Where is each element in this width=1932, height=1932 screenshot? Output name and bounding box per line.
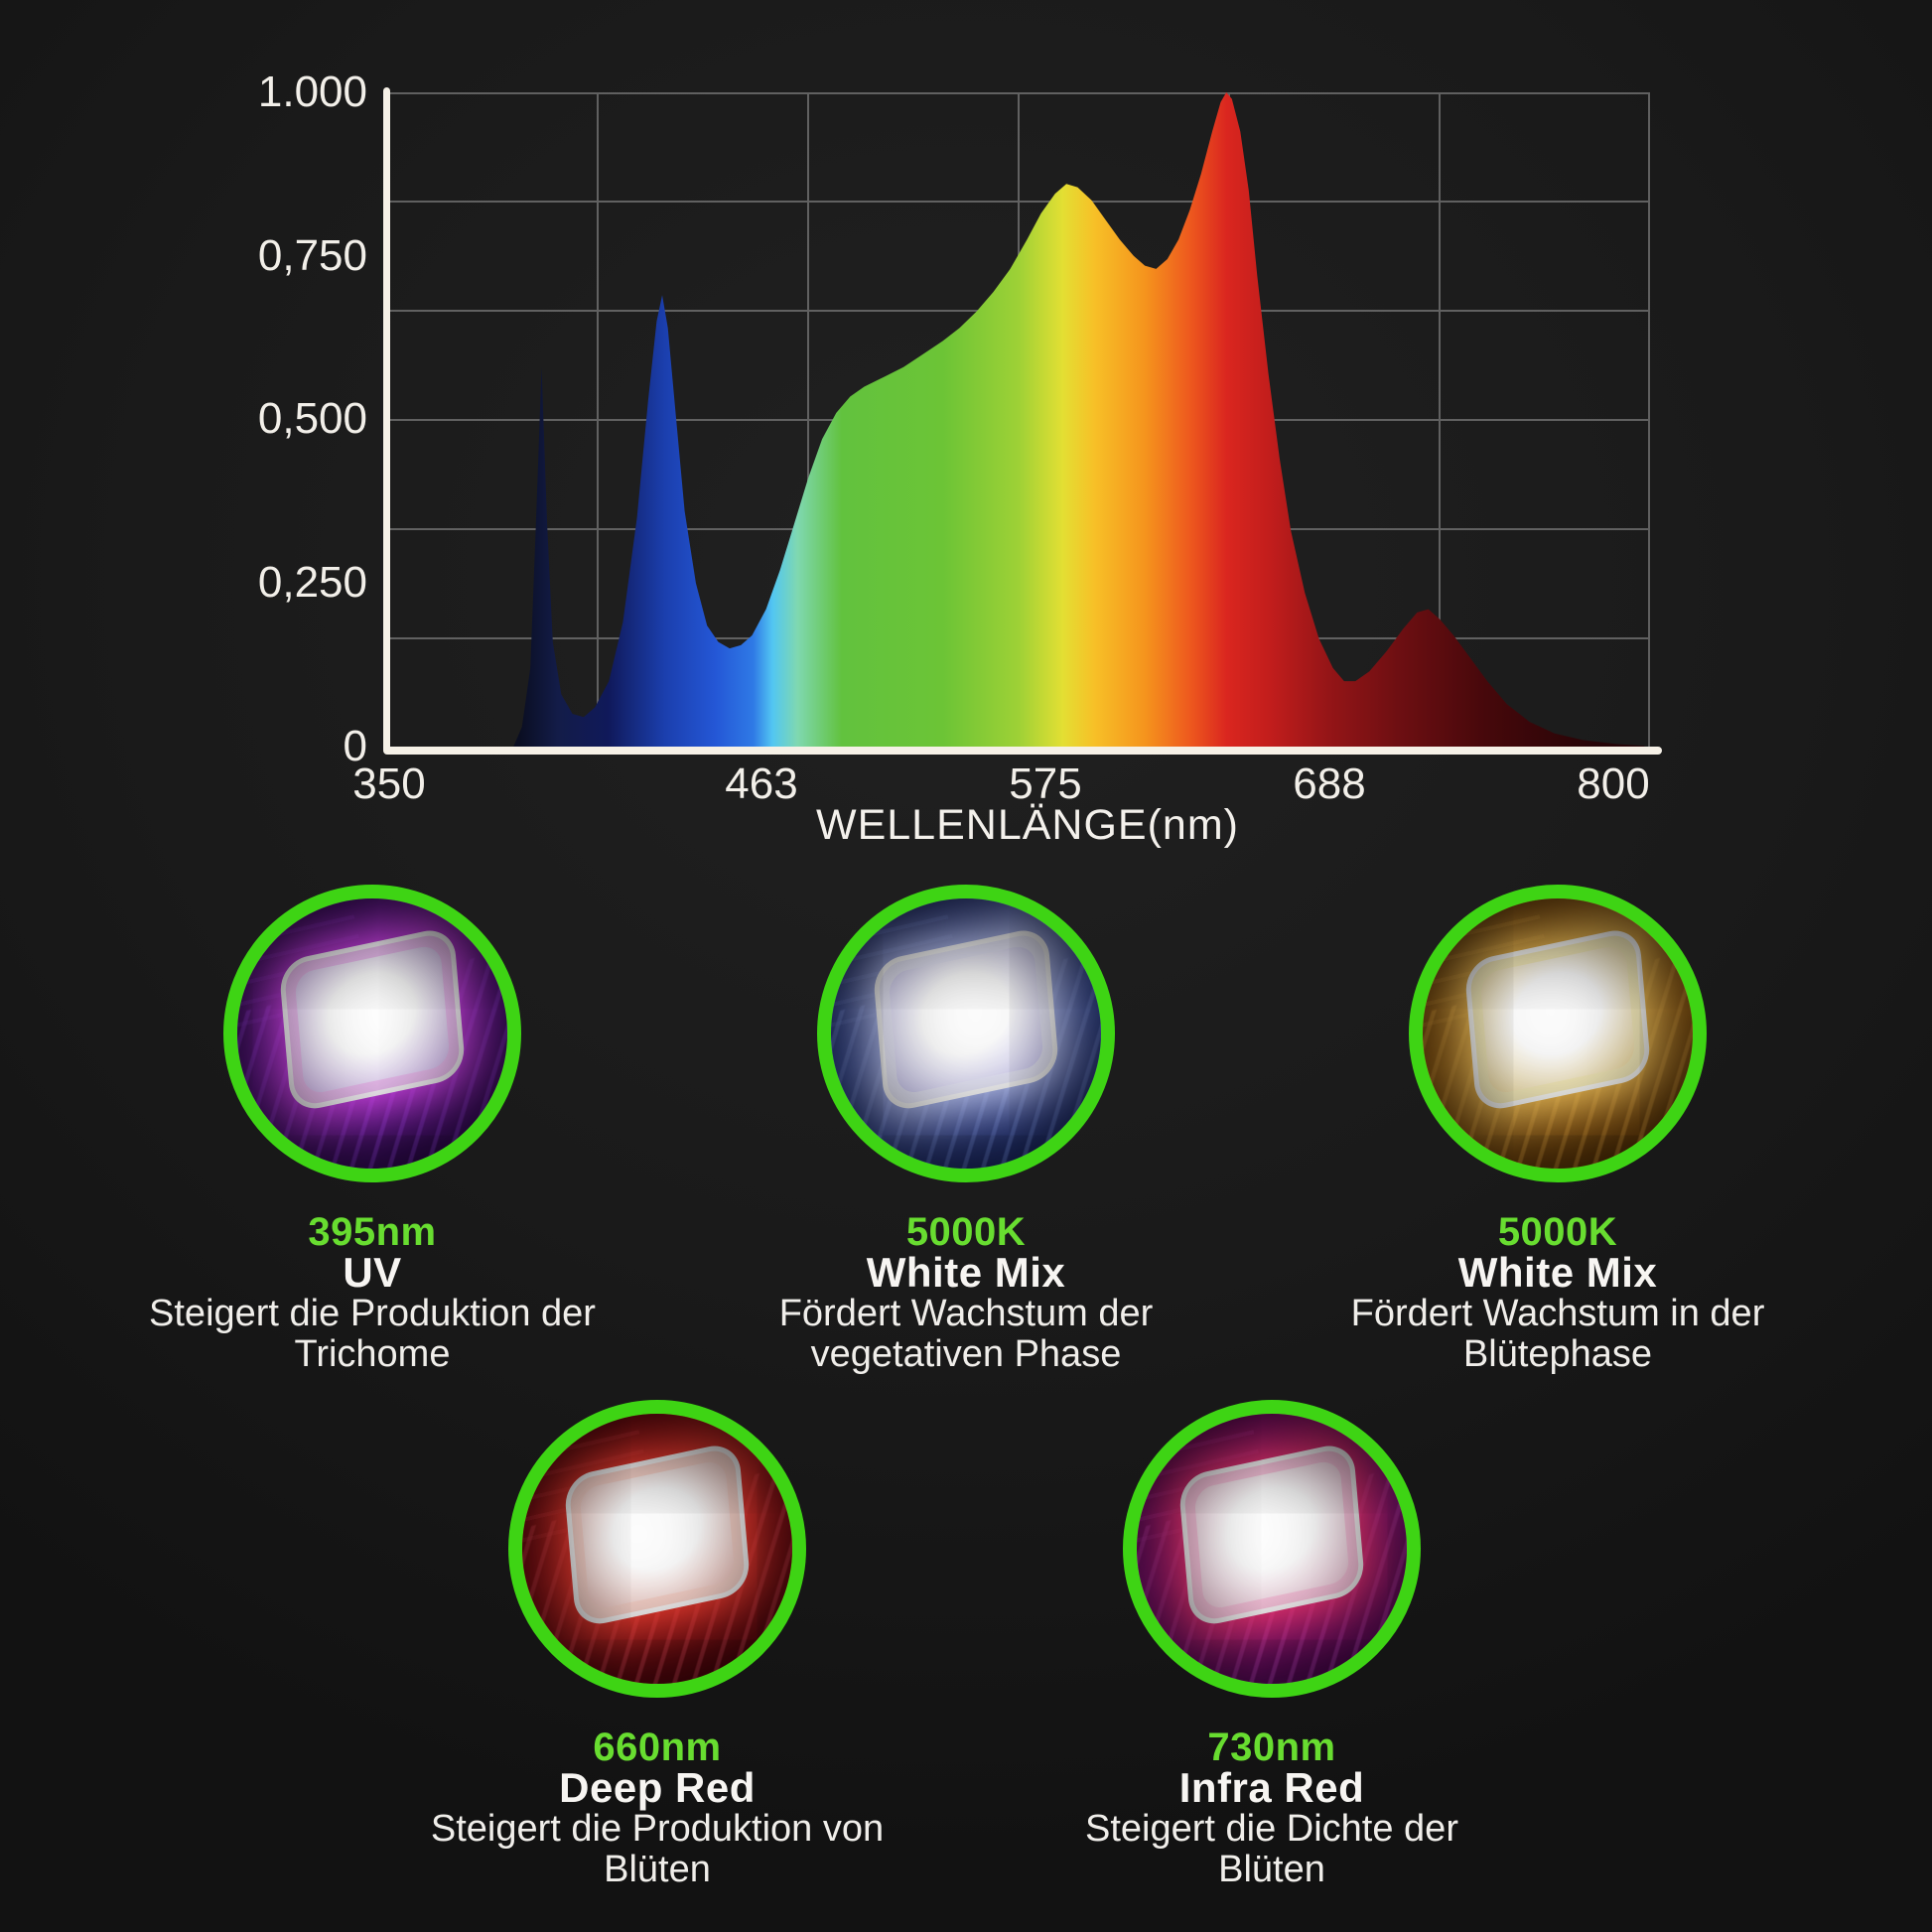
led-feature-infra-red: 730nm Infra Red Steigert die Dichte der … <box>954 1400 1589 1890</box>
led-type: UV <box>343 1249 402 1296</box>
led-description: Fördert Wachstum der vegetativen Phase <box>778 1293 1154 1375</box>
led-type: White Mix <box>866 1249 1066 1296</box>
x-axis-line <box>383 747 1662 755</box>
x-tick-label: 688 <box>1293 759 1366 808</box>
white-mix-led-photo <box>1409 885 1707 1182</box>
white-mix-led-photo <box>817 885 1115 1182</box>
y-tick-label: 0 <box>343 722 367 770</box>
y-tick-label: 0,750 <box>257 231 367 280</box>
led-wavelength: 660nm <box>593 1725 722 1769</box>
uv-led-photo <box>223 885 521 1182</box>
x-tick-label: 575 <box>1009 759 1082 808</box>
deep-red-led-photo <box>508 1400 806 1698</box>
photo-vignette <box>522 1414 792 1684</box>
y-tick-label: 0,250 <box>257 558 367 607</box>
x-tick-label: 350 <box>352 759 426 808</box>
y-axis-line <box>383 87 390 753</box>
led-type: Deep Red <box>559 1764 756 1811</box>
y-tick-label: 1.000 <box>257 68 367 116</box>
led-feature-white-bloom: 5000K White Mix Fördert Wachstum in der … <box>1260 885 1856 1375</box>
photo-vignette <box>1423 898 1693 1169</box>
led-color-temp: 5000K <box>905 1210 1027 1254</box>
led-feature-deep-red: 660nm Deep Red Steigert die Produktion v… <box>340 1400 975 1890</box>
spectrum-plot <box>387 92 1650 747</box>
led-type: Infra Red <box>1178 1764 1365 1811</box>
photo-vignette <box>237 898 507 1169</box>
led-feature-uv: 395nm UV Steigert die Produktion der Tri… <box>74 885 670 1375</box>
spectrum-area <box>513 92 1645 747</box>
x-tick-label: 463 <box>725 759 798 808</box>
x-tick-label: 800 <box>1577 759 1650 808</box>
photo-vignette <box>831 898 1101 1169</box>
led-color-temp: 5000K <box>1497 1210 1618 1254</box>
led-description: Steigert die Produktion von Blüten <box>430 1808 885 1890</box>
led-feature-white-veg: 5000K White Mix Fördert Wachstum der veg… <box>668 885 1264 1375</box>
led-description: Steigert die Produktion der Trichome <box>149 1293 596 1375</box>
led-wavelength: 395nm <box>308 1210 437 1254</box>
led-description: Fördert Wachstum in der Blütephase <box>1350 1293 1765 1375</box>
photo-vignette <box>1137 1414 1407 1684</box>
x-axis-title: WELLENLÄNGE(nm) <box>816 801 1239 849</box>
y-tick-label: 0,500 <box>257 394 367 443</box>
led-type: White Mix <box>1457 1249 1658 1296</box>
infra-red-led-photo <box>1123 1400 1421 1698</box>
led-description: Steigert die Dichte der Blüten <box>1085 1808 1458 1890</box>
led-wavelength: 730nm <box>1207 1725 1336 1769</box>
